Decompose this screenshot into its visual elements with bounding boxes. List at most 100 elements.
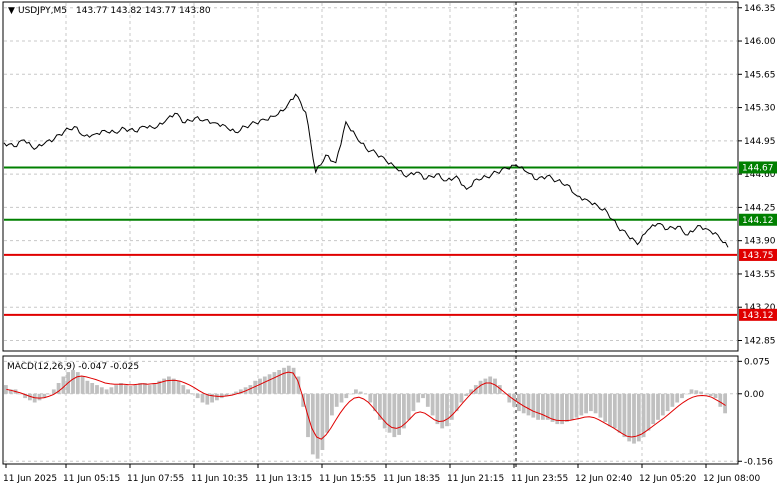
x-tick-label: 11 Jun 18:35 xyxy=(383,474,440,484)
macd-histogram-bar xyxy=(454,393,459,412)
macd-histogram-bar xyxy=(128,386,133,394)
macd-histogram-bar xyxy=(521,393,526,414)
macd-histogram-bar xyxy=(18,393,23,395)
macd-histogram-bar xyxy=(99,387,104,394)
macd-tick-label: 0.075 xyxy=(744,357,770,367)
header-arrow-icon[interactable]: ▼ xyxy=(8,6,15,16)
macd-histogram-bar xyxy=(435,393,440,425)
y-tick-label: 145.65 xyxy=(744,70,776,80)
macd-histogram-bar xyxy=(90,383,95,394)
macd-histogram-bar xyxy=(143,383,147,394)
macd-histogram-bar xyxy=(71,370,75,394)
y-tick-label: 142.85 xyxy=(744,336,776,346)
macd-histogram-bar xyxy=(593,393,598,414)
macd-histogram-bar xyxy=(608,393,612,427)
macd-histogram-bar xyxy=(119,383,123,394)
main-grid xyxy=(4,3,737,350)
macd-histogram-bar xyxy=(215,393,219,401)
macd-histogram-bar xyxy=(253,380,258,394)
macd-histogram-bar xyxy=(349,393,353,395)
macd-histogram-bar xyxy=(689,389,694,394)
macd-histogram-bar xyxy=(646,393,651,431)
macd-histogram-bar xyxy=(641,393,646,438)
x-tick-label: 12 Jun 02:40 xyxy=(575,474,632,484)
macd-histogram-bar xyxy=(37,393,42,401)
macd-histogram-bar xyxy=(282,367,286,394)
macd-histogram-bar xyxy=(507,393,512,403)
macd-histogram-bar xyxy=(291,367,296,394)
macd-histogram-bar xyxy=(387,393,392,433)
level-label-bg xyxy=(739,161,777,174)
macd-histogram-bar xyxy=(267,374,272,394)
x-tick-label: 11 Jun 2025 xyxy=(3,474,57,484)
macd-histogram-bar xyxy=(545,393,550,420)
macd-histogram-bar xyxy=(315,393,320,459)
y-tick-label: 143.90 xyxy=(744,237,776,247)
macd-histogram-bar xyxy=(339,393,344,403)
macd-signal-line xyxy=(6,371,726,440)
macd-axis: 0.075 0.00 -0.156 xyxy=(738,357,773,467)
macd-histogram-bar xyxy=(123,385,128,394)
macd-histogram-bar xyxy=(310,393,315,455)
macd-histogram-bar xyxy=(627,393,632,442)
macd-histogram-bar xyxy=(258,378,262,394)
macd-histogram-bar xyxy=(23,393,27,399)
macd-histogram-bar xyxy=(147,385,152,394)
macd-histogram-bar xyxy=(430,393,435,416)
macd-histogram-bar xyxy=(397,393,401,435)
macd-histogram-bar xyxy=(550,393,555,422)
macd-histogram-bar xyxy=(440,393,445,429)
macd-histogram-bar xyxy=(617,393,622,433)
macd-histogram-bar xyxy=(713,393,718,399)
x-tick-label: 11 Jun 21:15 xyxy=(447,474,504,484)
macd-histogram-bar xyxy=(205,393,210,405)
macd-histogram-bar xyxy=(469,389,473,394)
macd-histogram-bar xyxy=(694,390,699,394)
macd-histogram-bar xyxy=(248,385,253,394)
x-tick-label: 11 Jun 15:55 xyxy=(319,474,376,484)
macd-histogram-bar xyxy=(368,393,373,403)
macd-histogram-bar xyxy=(392,393,397,438)
macd-histogram-bar xyxy=(75,372,80,394)
y-tick-label: 144.95 xyxy=(744,137,776,147)
macd-histogram-bar xyxy=(718,393,723,407)
macd-histogram-bar xyxy=(210,393,214,403)
macd-histogram-bar xyxy=(589,393,593,412)
macd-histogram-bar xyxy=(483,378,488,394)
level-label: 144.67 xyxy=(742,163,774,173)
macd-histogram-bar xyxy=(28,393,32,401)
x-tick-label: 11 Jun 05:15 xyxy=(63,474,120,484)
macd-histogram-bar xyxy=(272,372,277,394)
macd-histogram-bar xyxy=(723,393,727,414)
macd-histogram-bar xyxy=(402,393,406,429)
macd-histogram-bar xyxy=(133,385,138,394)
x-tick-label: 12 Jun 08:00 xyxy=(703,474,760,484)
macd-histogram-bar xyxy=(224,393,229,396)
macd-histogram-bar xyxy=(277,370,282,394)
macd-tick-label: 0.00 xyxy=(744,390,764,400)
x-tick-label: 12 Jun 05:20 xyxy=(639,474,696,484)
macd-histogram-bar xyxy=(670,393,675,407)
macd-histogram-bar xyxy=(157,380,162,394)
level-label-bg xyxy=(739,213,777,226)
level-label: 143.12 xyxy=(742,311,774,321)
macd-histogram-bar xyxy=(569,393,574,420)
macd-histogram-bar xyxy=(61,376,66,394)
macd-histogram-bar xyxy=(234,391,238,394)
macd-header: MACD(12,26,9) -0.047 -0.025 xyxy=(7,362,139,372)
y-tick-label: 146.35 xyxy=(744,4,776,14)
macd-tick-label: -0.156 xyxy=(744,457,773,467)
macd-histogram-bar xyxy=(632,393,636,444)
level-label: 143.75 xyxy=(742,251,774,261)
macd-histogram-bar xyxy=(42,393,47,399)
ohlc-readout: 143.77 143.82 143.77 143.80 xyxy=(76,6,211,16)
macd-histogram-bar xyxy=(200,393,205,403)
macd-histogram-bar xyxy=(493,378,497,394)
macd-histogram-bar xyxy=(334,393,339,407)
macd-histogram-bar xyxy=(167,376,171,394)
macd-histogram-bar xyxy=(363,393,368,395)
macd-histogram-bar xyxy=(425,393,430,407)
level-label-bg xyxy=(739,248,777,261)
macd-histogram-bar xyxy=(560,393,564,425)
